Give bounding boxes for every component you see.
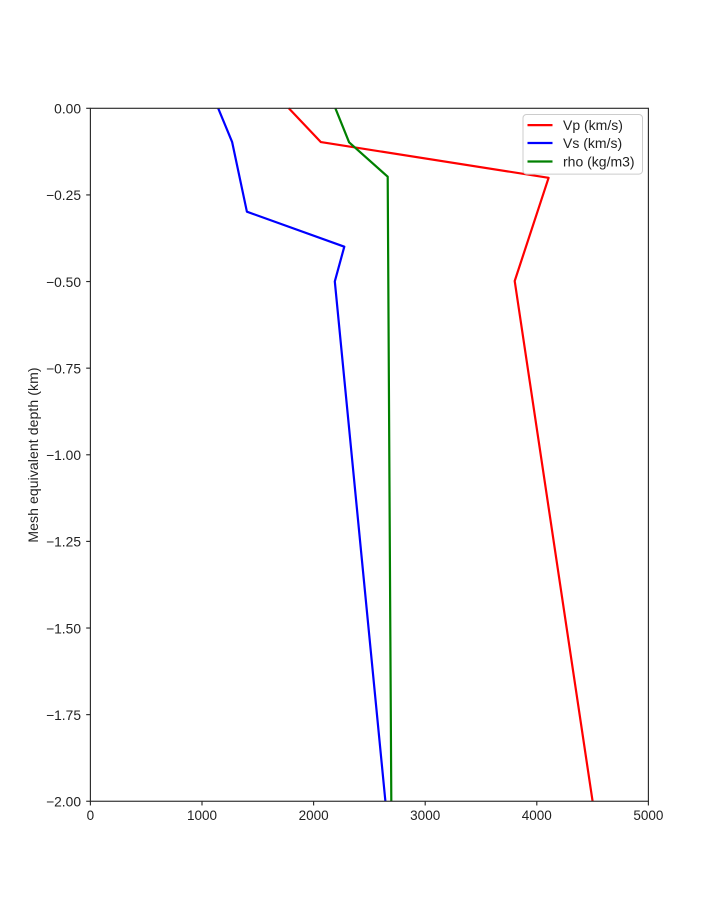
svg-text:Vs (km/s): Vs (km/s) bbox=[563, 135, 622, 151]
svg-text:−0.25: −0.25 bbox=[46, 188, 81, 203]
svg-text:3000: 3000 bbox=[410, 808, 440, 823]
svg-text:Vp (km/s): Vp (km/s) bbox=[563, 117, 623, 133]
svg-text:−1.75: −1.75 bbox=[46, 708, 81, 723]
svg-text:5000: 5000 bbox=[633, 808, 663, 823]
svg-text:rho (kg/m3): rho (kg/m3) bbox=[563, 153, 635, 169]
svg-text:1000: 1000 bbox=[187, 808, 217, 823]
svg-text:2000: 2000 bbox=[299, 808, 329, 823]
svg-text:0.00: 0.00 bbox=[54, 102, 81, 117]
svg-text:−0.75: −0.75 bbox=[46, 361, 81, 376]
svg-text:4000: 4000 bbox=[522, 808, 552, 823]
svg-text:−1.00: −1.00 bbox=[46, 448, 81, 463]
svg-text:0: 0 bbox=[87, 808, 95, 823]
svg-text:−1.50: −1.50 bbox=[46, 621, 81, 636]
svg-text:Mesh equivalent depth (km): Mesh equivalent depth (km) bbox=[25, 367, 41, 542]
svg-text:−2.00: −2.00 bbox=[46, 795, 81, 810]
svg-text:−0.50: −0.50 bbox=[46, 275, 81, 290]
svg-text:−1.25: −1.25 bbox=[46, 535, 81, 550]
